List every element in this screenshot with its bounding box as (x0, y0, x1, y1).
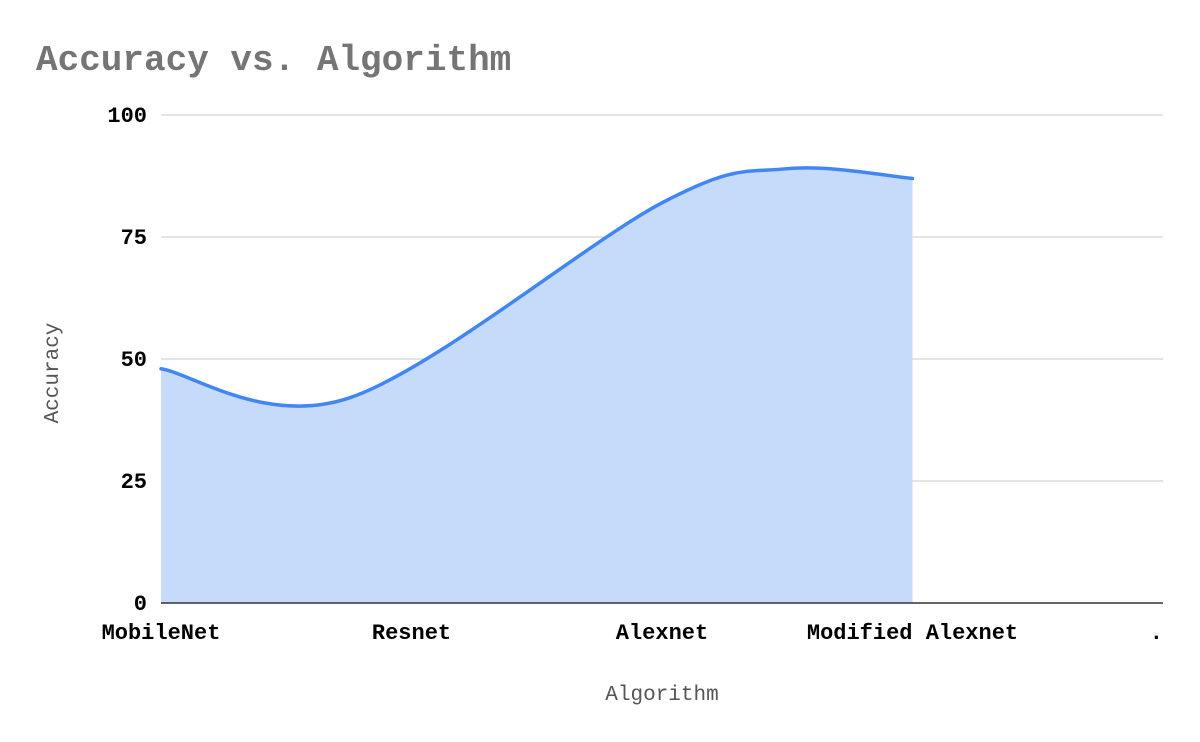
x-axis-ticks: MobileNet Resnet Alexnet Modified Alexnet. (102, 621, 1163, 646)
y-axis-ticks: 0 25 50 75 100 (107, 104, 147, 617)
y-axis-title: Accuracy (42, 323, 65, 424)
x-tick-label: Alexnet (616, 621, 708, 646)
x-axis-title: Algorithm (605, 684, 718, 707)
x-tick-label: Resnet (372, 621, 451, 646)
x-tick-label: Modified Alexnet (807, 621, 1018, 646)
y-tick-label: 75 (121, 226, 147, 251)
y-tick-label: 50 (121, 348, 147, 373)
series-line (159, 166, 915, 408)
x-tick-label: . (1150, 621, 1163, 646)
y-tick-label: 0 (134, 592, 147, 617)
y-tick-label: 25 (121, 470, 147, 495)
chart-title: Accuracy vs. Algorithm (36, 40, 511, 81)
series-area (159, 166, 1163, 604)
series-area-fill (161, 167, 913, 603)
x-tick-label: MobileNet (102, 621, 221, 646)
y-tick-label: 100 (107, 104, 147, 129)
